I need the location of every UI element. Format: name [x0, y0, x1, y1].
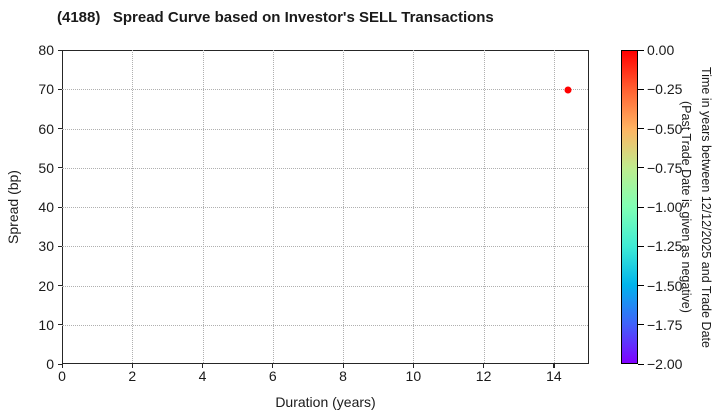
y-tick — [58, 88, 62, 90]
x-tick-label: 14 — [546, 368, 562, 384]
y-tick-label: 10 — [38, 316, 54, 333]
x-tick-label: 12 — [475, 368, 492, 384]
x-gridline — [132, 50, 134, 363]
y-tick — [58, 206, 62, 208]
chart-title: (4188) Spread Curve based on Investor's … — [57, 9, 494, 26]
x-tick — [202, 364, 204, 368]
colorbar-label-line2: (Past Trade Date is given as negative) — [679, 101, 693, 313]
y-gridline — [62, 285, 588, 287]
colorbar-tick-label: −1.75 — [647, 316, 683, 333]
x-tick — [553, 364, 555, 368]
x-gridline — [483, 50, 485, 363]
colorbar-tick-label: −0.25 — [647, 81, 683, 98]
y-tick — [58, 167, 62, 169]
x-gridline — [272, 50, 274, 363]
y-gridline — [62, 246, 588, 248]
y-tick-label: 30 — [38, 238, 54, 255]
y-tick — [58, 245, 62, 247]
x-tick-label: 10 — [405, 368, 422, 384]
colorbar-tick — [638, 88, 644, 90]
y-gridline — [62, 324, 588, 326]
colorbar-tick-label: 0.00 — [647, 42, 675, 58]
x-tick-label: 4 — [198, 368, 207, 384]
colorbar-gradient — [621, 50, 638, 364]
colorbar-label-line1: Time in years between 12/12/2025 and Tra… — [699, 66, 713, 348]
colorbar-tick-label: −2.00 — [647, 356, 683, 372]
y-tick-label: 70 — [38, 81, 54, 98]
colorbar-tick — [638, 245, 644, 247]
x-tick — [131, 364, 133, 368]
x-tick — [272, 364, 274, 368]
x-tick — [412, 364, 415, 368]
colorbar-tick-label: −0.50 — [647, 120, 683, 137]
y-tick-label: 80 — [38, 42, 54, 58]
colorbar-tick — [638, 167, 644, 169]
y-gridline — [62, 167, 588, 169]
colorbar-tick-label: −1.25 — [647, 238, 683, 255]
colorbar-label: Time in years between 12/12/2025 and Tra… — [670, 50, 716, 364]
x-tick-label: 6 — [268, 368, 277, 384]
colorbar-tick — [638, 128, 644, 130]
colorbar-tick-label: −0.75 — [647, 159, 683, 176]
x-gridline — [413, 50, 415, 363]
y-gridline — [62, 128, 588, 130]
y-tick — [58, 324, 62, 326]
x-gridline — [343, 50, 345, 363]
y-gridline — [62, 89, 588, 91]
y-gridline — [62, 207, 588, 208]
x-gridline — [553, 50, 555, 363]
colorbar-tick-label: −1.50 — [647, 277, 683, 294]
colorbar-tick — [638, 363, 644, 365]
colorbar-tick — [638, 285, 644, 287]
colorbar-tick — [638, 49, 644, 51]
x-tick — [61, 364, 63, 368]
x-axis-label: Duration (years) — [275, 394, 376, 410]
x-tick — [483, 364, 485, 368]
y-tick — [58, 363, 62, 365]
y-tick-label: 40 — [38, 199, 54, 215]
y-tick-label: 0 — [46, 356, 54, 372]
y-tick — [58, 285, 62, 287]
y-tick-label: 60 — [38, 120, 54, 137]
x-tick-label: 0 — [58, 368, 66, 384]
colorbar-tick-label: −1.00 — [647, 199, 683, 215]
colorbar-tick — [638, 324, 644, 326]
x-gridline — [202, 50, 204, 363]
colorbar-tick — [638, 206, 644, 208]
x-tick-label: 8 — [339, 368, 347, 384]
x-tick — [342, 364, 344, 368]
y-tick-label: 50 — [38, 159, 54, 176]
x-tick-label: 2 — [128, 368, 137, 384]
data-point — [564, 86, 572, 94]
y-tick — [58, 128, 62, 130]
y-tick-label: 20 — [38, 277, 54, 294]
y-tick — [58, 49, 62, 51]
